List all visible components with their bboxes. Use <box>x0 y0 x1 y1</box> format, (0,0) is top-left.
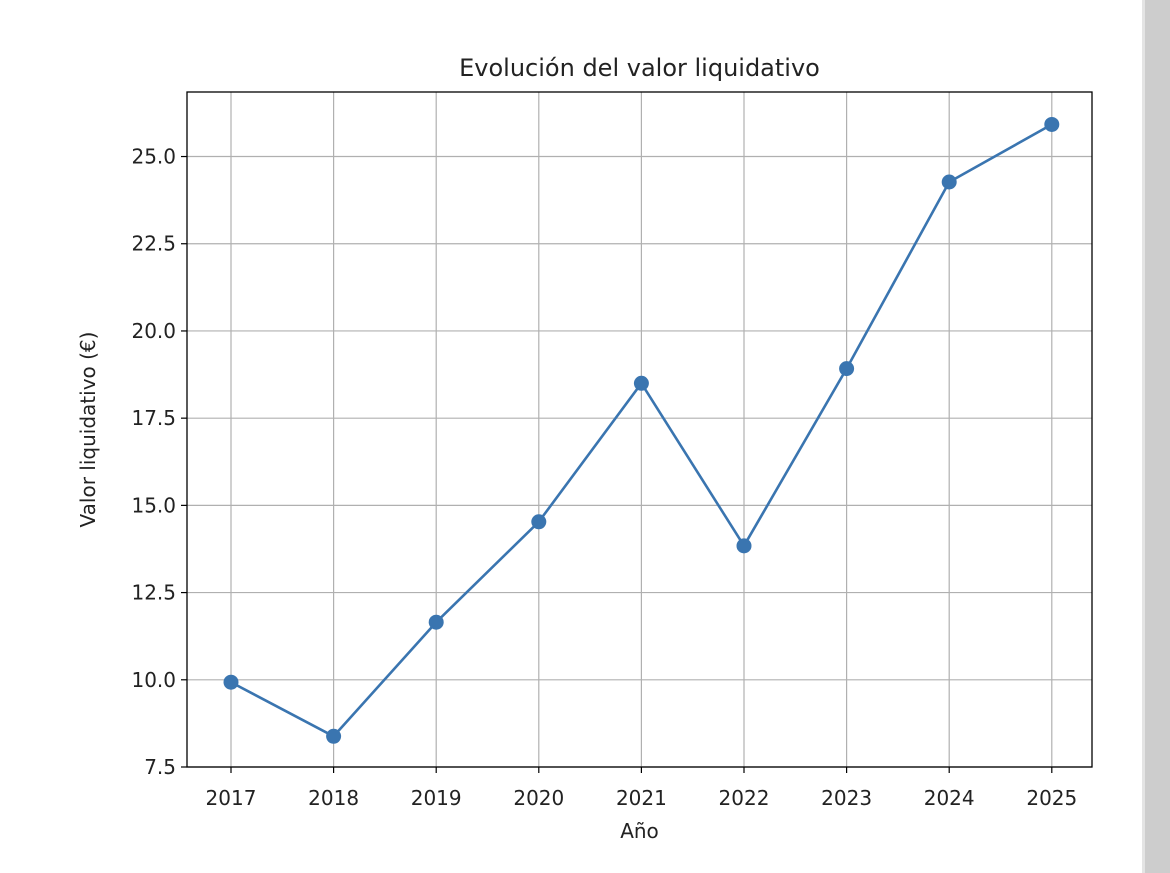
chart-title: Evolución del valor liquidativo <box>459 54 820 82</box>
x-tick-label: 2018 <box>308 786 359 810</box>
x-tick-label: 2021 <box>616 786 667 810</box>
x-tick-label: 2023 <box>821 786 872 810</box>
x-tick-label: 2020 <box>513 786 564 810</box>
data-point <box>1044 116 1060 132</box>
line-chart: 2017 2018 2019 2020 2021 2022 2023 2024 2025 7.5… <box>76 54 1093 843</box>
x-tick-label: 2019 <box>411 786 462 810</box>
data-point <box>941 174 957 190</box>
x-tick-label: 2024 <box>924 786 975 810</box>
chart-area: 2017 2018 2019 2020 2021 2022 2023 2024 2025 7.5… <box>76 54 1093 843</box>
data-point <box>223 674 239 690</box>
x-tick-label: 2025 <box>1026 786 1077 810</box>
y-tick-label: 22.5 <box>131 232 176 256</box>
y-axis-label: Valor liquidativo (€) <box>76 332 100 528</box>
y-tick-label: 7.5 <box>144 755 176 779</box>
y-axis-ticks: 7.5 10.0 12.5 15.0 17.5 20.0 22.5 25.0 <box>131 145 187 779</box>
y-tick-label: 15.0 <box>131 493 176 517</box>
data-point <box>531 514 547 530</box>
data-point <box>736 538 752 554</box>
x-tick-label: 2022 <box>719 786 770 810</box>
data-point <box>839 361 855 377</box>
y-tick-label: 25.0 <box>131 145 176 169</box>
plot-frame <box>186 91 1093 768</box>
data-point <box>326 728 342 744</box>
grid <box>187 92 1092 768</box>
series <box>223 116 1060 744</box>
y-tick-label: 12.5 <box>131 581 176 605</box>
x-axis-label: Año <box>620 819 659 843</box>
x-tick-label: 2017 <box>206 786 257 810</box>
window-edge-scrollbar[interactable] <box>1142 0 1170 873</box>
data-point <box>633 375 649 391</box>
data-point <box>428 614 444 630</box>
y-tick-label: 10.0 <box>131 668 176 692</box>
y-tick-label: 17.5 <box>131 406 176 430</box>
x-axis-ticks: 2017 2018 2019 2020 2021 2022 2023 2024 2025 <box>206 767 1077 810</box>
y-tick-label: 20.0 <box>131 319 176 343</box>
